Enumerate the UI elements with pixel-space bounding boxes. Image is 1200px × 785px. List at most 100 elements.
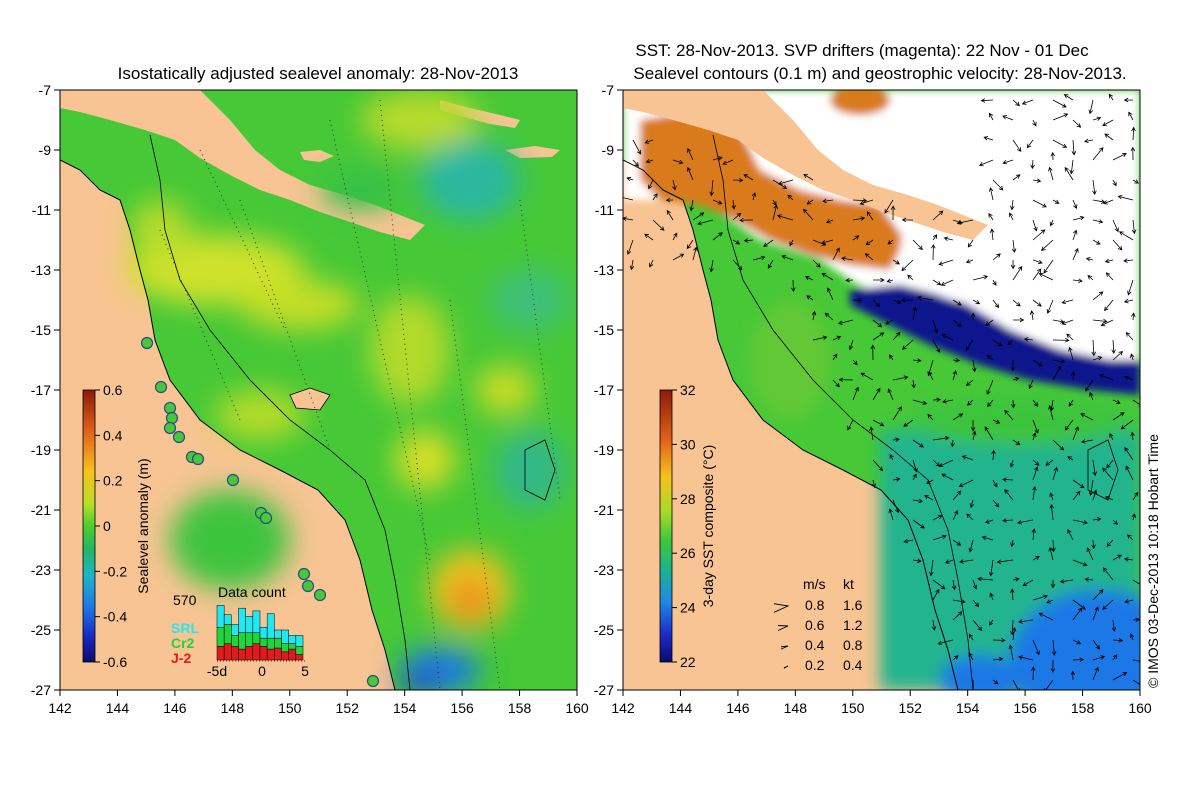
speed-legend-ms-value: 0.2 bbox=[805, 657, 825, 673]
velocity-vector bbox=[1032, 399, 1039, 407]
velocity-vector bbox=[966, 513, 974, 521]
velocity-vector bbox=[1010, 539, 1015, 548]
velocity-vector bbox=[972, 275, 989, 281]
velocity-vector bbox=[1052, 359, 1066, 364]
velocity-vector bbox=[1092, 666, 1099, 681]
velocity-vector bbox=[1091, 339, 1096, 357]
lat-tick-label: -19 bbox=[594, 442, 614, 458]
velocity-vector bbox=[1092, 655, 1106, 661]
data-count-bar-j2 bbox=[216, 646, 225, 661]
velocity-vector bbox=[892, 375, 909, 381]
velocity-vector bbox=[666, 209, 674, 221]
velocity-vector bbox=[1117, 194, 1134, 201]
map-axes: -7 -9 -11 -13 -15 -17 -19 -21 -23 -25 -27 142 144 146… bbox=[31, 82, 1152, 716]
velocity-vector bbox=[1127, 279, 1134, 296]
velocity-vector bbox=[821, 273, 834, 281]
velocity-vector bbox=[965, 259, 974, 264]
tide-gauge-station bbox=[163, 421, 177, 435]
velocity-vector bbox=[1131, 312, 1136, 321]
velocity-vector bbox=[972, 299, 981, 305]
velocity-vector bbox=[1092, 589, 1104, 601]
lat-tick-label: -17 bbox=[31, 382, 51, 398]
data-count-bar-j2 bbox=[245, 646, 254, 661]
lat-tick-label: -13 bbox=[594, 262, 614, 278]
velocity-vector bbox=[1072, 519, 1088, 525]
velocity-vector bbox=[932, 588, 940, 601]
velocity-vector bbox=[648, 179, 654, 190]
speed-legend-arrow bbox=[783, 665, 789, 669]
cloud-and-warm-sst bbox=[623, 90, 1140, 395]
velocity-vector bbox=[825, 219, 834, 224]
velocity-vector bbox=[1072, 426, 1079, 441]
velocity-vector bbox=[1072, 119, 1082, 128]
right-panel-title-line1: SST: 28-Nov-2013. SVP drifters (magenta)… bbox=[635, 41, 1089, 60]
velocity-vector bbox=[1132, 179, 1140, 184]
data-count-bar-srl bbox=[216, 605, 225, 628]
velocity-vector bbox=[824, 312, 834, 321]
velocity-vector bbox=[892, 437, 900, 442]
data-count-bar-srl bbox=[295, 635, 304, 647]
velocity-vector bbox=[1070, 670, 1076, 681]
tide-gauge-station bbox=[313, 588, 327, 602]
velocity-vector bbox=[1123, 557, 1134, 562]
velocity-vector bbox=[969, 499, 975, 509]
velocity-vector bbox=[958, 479, 974, 488]
velocity-vector bbox=[1112, 350, 1124, 361]
colorbar-tick-label: -0.2 bbox=[103, 563, 127, 579]
lat-tick-label: -25 bbox=[594, 622, 614, 638]
velocity-vector bbox=[1011, 239, 1017, 254]
velocity-vector bbox=[1049, 492, 1054, 501]
velocity-vector bbox=[1002, 159, 1014, 165]
velocity-vector bbox=[1032, 229, 1046, 241]
data-count-bar-srl bbox=[245, 616, 254, 633]
velocity-vector bbox=[1018, 655, 1034, 661]
velocity-vector bbox=[902, 339, 914, 350]
velocity-vector bbox=[988, 212, 994, 221]
velocity-vector bbox=[1118, 231, 1134, 241]
speed-legend-kt-value: 1.2 bbox=[843, 617, 863, 633]
velocity-vector bbox=[1092, 239, 1101, 245]
speed-legend-kt-value: 0.8 bbox=[843, 637, 863, 653]
velocity-vector bbox=[1092, 639, 1100, 650]
velocity-vector bbox=[1124, 446, 1134, 461]
tide-gauge-station bbox=[191, 452, 205, 466]
velocity-vector bbox=[1132, 579, 1140, 587]
velocity-vector bbox=[952, 357, 961, 363]
data-count-bar-srl bbox=[266, 613, 275, 639]
data-count-legend-srl: SRL bbox=[171, 620, 199, 636]
island bbox=[289, 387, 331, 411]
speed-legend-ms-value: 0.6 bbox=[805, 617, 825, 633]
data-count-bar-j2 bbox=[266, 648, 275, 661]
velocity-vector bbox=[1032, 639, 1040, 656]
velocity-vector bbox=[872, 332, 885, 341]
velocity-vector bbox=[1048, 404, 1054, 421]
velocity-vector bbox=[912, 439, 924, 448]
velocity-vector bbox=[869, 426, 874, 441]
velocity-vector bbox=[912, 358, 922, 363]
velocity-vector bbox=[1083, 138, 1094, 144]
lon-tick-label: 152 bbox=[899, 700, 923, 716]
velocity-vector bbox=[821, 239, 834, 245]
velocity-vector bbox=[1051, 639, 1057, 656]
velocity-vector bbox=[652, 193, 658, 201]
velocity-vector bbox=[912, 498, 924, 504]
tide-gauge-station bbox=[165, 411, 179, 425]
velocity-vector bbox=[1085, 379, 1094, 392]
velocity-vector bbox=[1048, 166, 1054, 181]
velocity-vector bbox=[1048, 546, 1054, 561]
velocity-vector bbox=[1012, 299, 1021, 307]
tide-gauge-station bbox=[226, 473, 240, 487]
shelf-contour bbox=[149, 134, 411, 690]
velocity-vector bbox=[1029, 310, 1035, 321]
velocity-vector bbox=[852, 198, 868, 203]
velocity-vector bbox=[1032, 466, 1039, 481]
velocity-vector bbox=[1112, 638, 1124, 643]
velocity-vector bbox=[912, 473, 917, 481]
velocity-vector bbox=[1049, 503, 1055, 521]
velocity-vector bbox=[1123, 97, 1134, 103]
velocity-vector bbox=[1032, 299, 1042, 307]
lon-tick-label: 150 bbox=[841, 700, 865, 716]
velocity-vector bbox=[1084, 577, 1094, 582]
speed-legend-ms-value: 0.8 bbox=[805, 597, 825, 613]
